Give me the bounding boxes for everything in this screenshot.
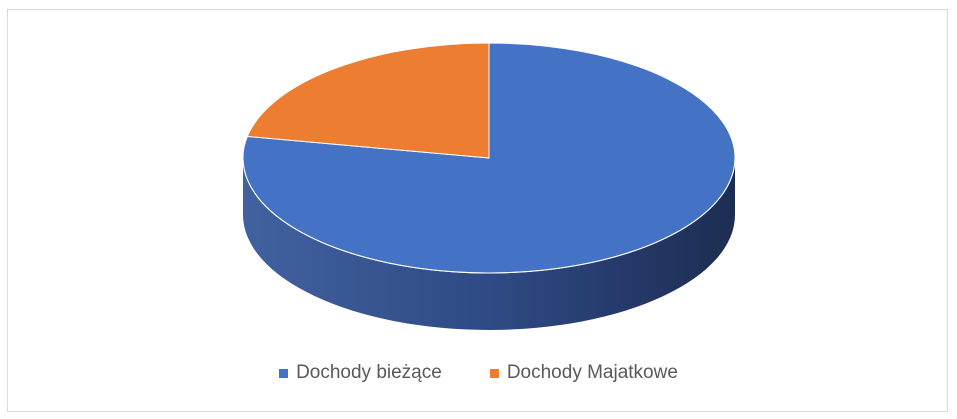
legend-label-dochody-majatkowe: Dochody Majatkowe [506,362,678,383]
legend-label-dochody-biezace: Dochody bieżące [296,362,442,383]
legend-item-dochody-biezace: Dochody bieżące [279,362,442,384]
legend-swatch-dochody-biezace [279,368,289,378]
legend-swatch-dochody-majatkowe [489,368,499,378]
pie-rim [242,157,736,274]
pie-slice-dochody-majatkowe [246,42,490,159]
chart-legend: Dochody bieżące Dochody Majatkowe [0,362,957,384]
pie-side-dochody-biezace [243,158,735,330]
legend-item-dochody-majatkowe: Dochody Majatkowe [489,362,678,384]
